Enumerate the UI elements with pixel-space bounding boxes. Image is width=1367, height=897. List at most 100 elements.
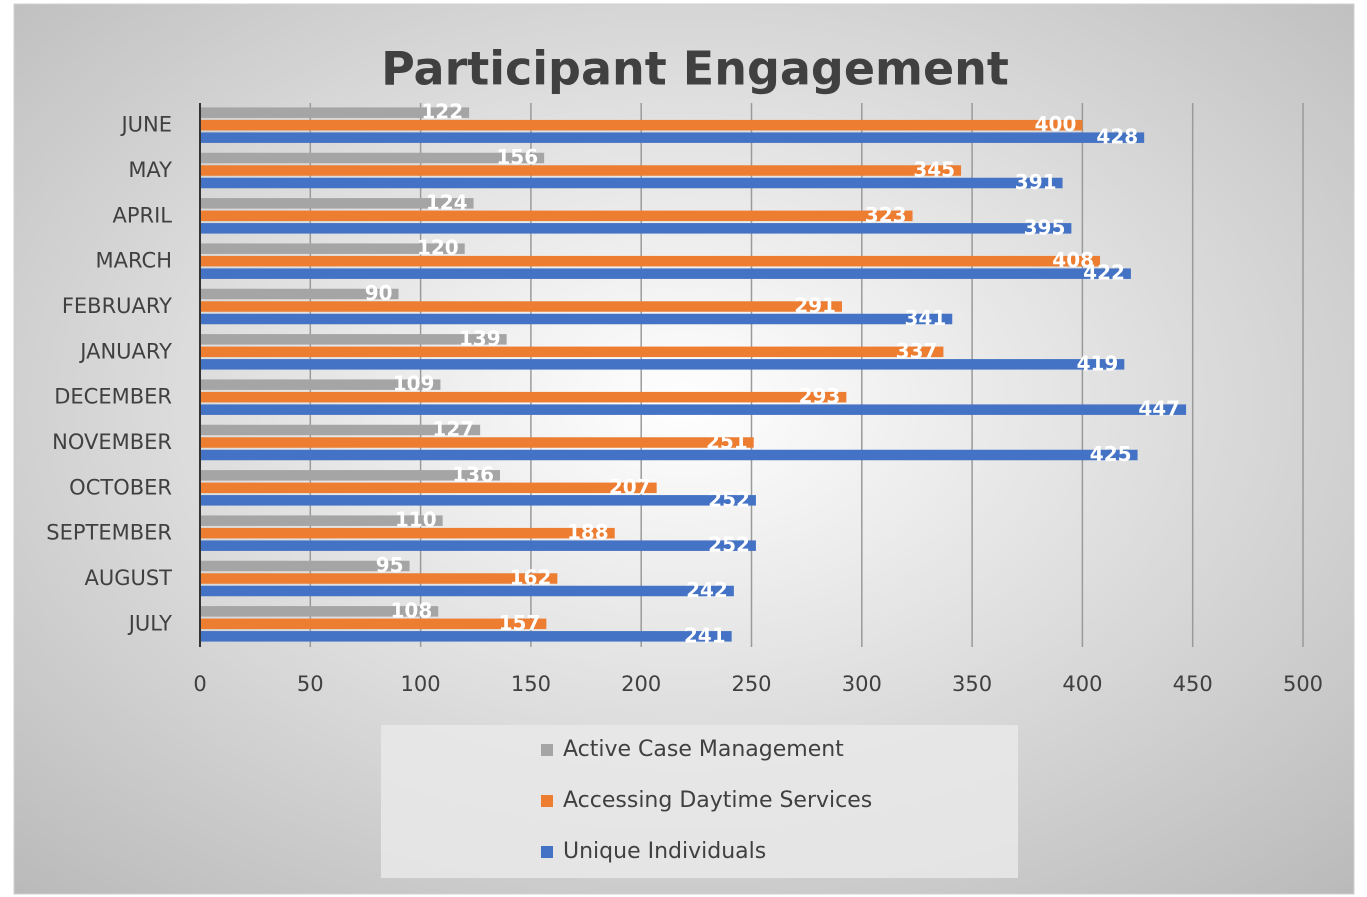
data-label: 241	[684, 623, 726, 647]
data-label: 127	[432, 417, 474, 441]
data-label: 400	[1035, 112, 1077, 136]
bar	[200, 119, 1083, 131]
data-label: 419	[1077, 351, 1119, 375]
data-label: 207	[609, 475, 651, 499]
bar	[200, 107, 470, 118]
bar	[200, 255, 1101, 267]
bar	[200, 334, 507, 345]
bar	[200, 243, 465, 254]
bar	[200, 495, 756, 506]
x-tick-label: 500	[1283, 672, 1323, 696]
y-tick-label: FEBRUARY	[62, 294, 172, 318]
y-tick-label: JUNE	[119, 113, 172, 137]
bar	[200, 424, 481, 436]
data-label: 341	[904, 306, 946, 330]
bar	[200, 540, 756, 551]
chart-title: Participant Engagement	[381, 42, 1009, 96]
y-tick-label: SEPTEMBER	[46, 521, 172, 545]
data-label: 162	[510, 566, 552, 590]
bar	[200, 515, 443, 526]
data-label: 136	[452, 462, 494, 486]
bar	[200, 313, 953, 325]
data-label: 109	[393, 372, 435, 396]
legend-swatch	[541, 846, 553, 858]
y-tick-label: AUGUST	[84, 566, 172, 590]
x-tick-label: 200	[621, 672, 661, 696]
legend-swatch	[541, 744, 553, 756]
bar	[200, 437, 754, 448]
data-label: 428	[1096, 125, 1138, 149]
data-label: 242	[686, 578, 728, 602]
y-tick-label: MAY	[128, 158, 172, 182]
data-label: 90	[365, 281, 393, 305]
data-label: 108	[390, 598, 432, 622]
bar	[200, 606, 439, 617]
y-tick-label: DECEMBER	[54, 385, 172, 409]
data-label: 95	[376, 553, 404, 577]
data-label: 422	[1083, 261, 1125, 285]
data-label: 251	[706, 430, 748, 454]
data-label: 408	[1052, 248, 1094, 272]
data-label: 110	[395, 508, 437, 532]
data-label: 291	[794, 294, 836, 318]
bar	[200, 288, 399, 300]
bar	[200, 177, 1063, 189]
data-label: 157	[499, 611, 541, 635]
legend-label: Active Case Management	[563, 737, 844, 762]
bar	[200, 198, 474, 209]
legend-swatch	[541, 795, 553, 807]
data-label: 139	[459, 326, 501, 350]
data-label: 252	[708, 533, 750, 557]
x-tick-label: 0	[193, 672, 206, 696]
x-tick-label: 350	[952, 672, 992, 696]
data-label: 425	[1090, 442, 1132, 466]
bar	[200, 482, 657, 494]
bar	[200, 152, 545, 164]
y-tick-label: NOVEMBER	[52, 430, 172, 454]
data-label: 345	[913, 158, 955, 182]
bar	[200, 268, 1131, 279]
legend-label: Unique Individuals	[563, 839, 766, 864]
x-tick-label: 250	[731, 672, 771, 696]
bar	[200, 210, 913, 222]
y-tick-label: JANUARY	[78, 339, 172, 363]
data-label: 156	[496, 145, 538, 169]
x-tick-label: 100	[401, 672, 441, 696]
data-label: 395	[1024, 215, 1066, 239]
bar	[200, 449, 1138, 461]
data-label: 252	[708, 487, 750, 511]
bar	[200, 573, 558, 584]
data-label: 188	[567, 520, 609, 544]
bar	[200, 346, 944, 358]
bar	[200, 301, 842, 312]
bar	[200, 404, 1187, 415]
bar	[200, 379, 441, 390]
x-tick-label: 150	[511, 672, 551, 696]
y-tick-label: OCTOBER	[69, 475, 172, 499]
x-tick-label: 300	[842, 672, 882, 696]
bar	[200, 391, 847, 403]
y-tick-label: APRIL	[112, 203, 172, 227]
bar	[200, 631, 732, 642]
bar	[200, 585, 734, 597]
data-label: 447	[1138, 397, 1180, 421]
data-label: 337	[896, 339, 938, 363]
bar	[200, 470, 501, 481]
legend-box	[381, 725, 1018, 878]
data-label: 122	[421, 100, 463, 124]
x-tick-label: 400	[1062, 672, 1102, 696]
y-tick-label: MARCH	[96, 249, 172, 273]
y-tick-label: JULY	[127, 611, 172, 635]
legend-label: Accessing Daytime Services	[563, 788, 872, 813]
bar	[200, 527, 615, 539]
bar	[200, 223, 1072, 234]
data-label: 124	[426, 190, 468, 214]
data-label: 120	[417, 236, 459, 260]
bar	[200, 618, 547, 630]
bar	[200, 359, 1125, 370]
data-label: 323	[865, 203, 907, 227]
data-label: 293	[799, 384, 841, 408]
x-tick-label: 450	[1173, 672, 1213, 696]
